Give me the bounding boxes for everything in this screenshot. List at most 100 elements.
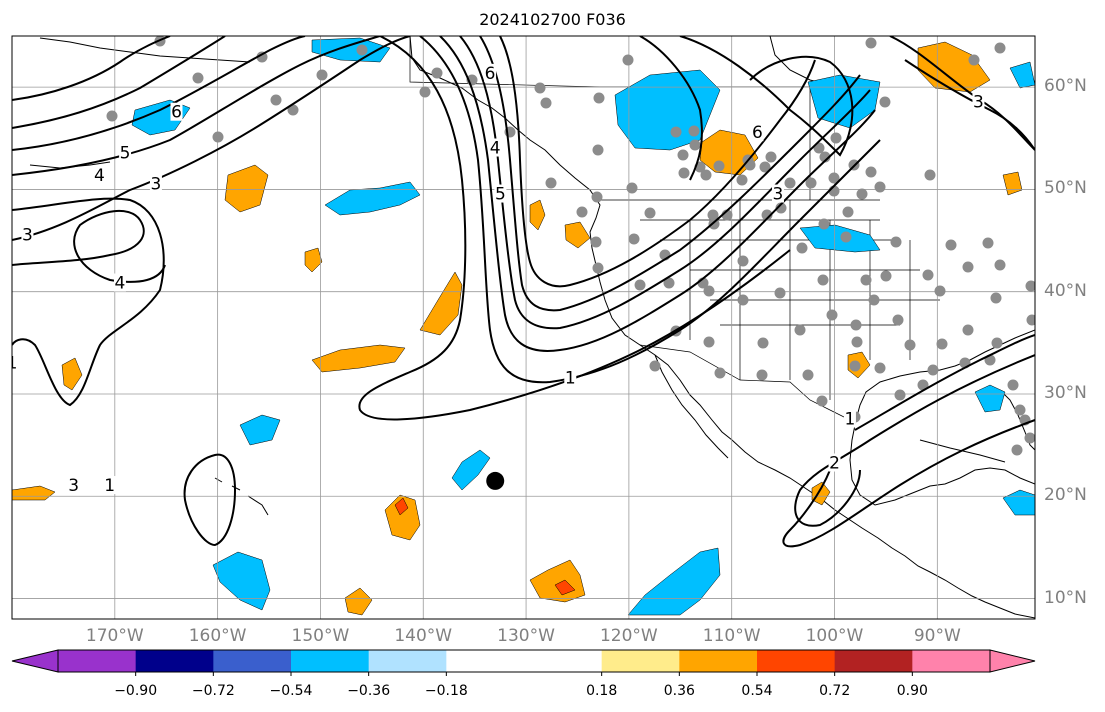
colorbar-tick-label: −0.72 [191,683,235,699]
shade-blue-7 [451,449,491,491]
station-dot [826,309,838,321]
ridge-east-4 [904,59,1035,151]
station-dot [842,206,854,218]
colorbar-extend-low [11,649,59,673]
station-dot [819,151,831,163]
station-dot [850,319,862,331]
longitude-label: 170°W [85,626,144,646]
station-dot [700,169,712,181]
colorbar-segment [368,650,447,672]
hawaii-islands [214,477,269,516]
colorbar-tick-label: 0.54 [741,683,773,699]
station-dot [868,294,880,306]
contour-west-5 [12,36,411,241]
station-dot [757,337,769,349]
colorbar-segment [58,650,137,672]
station-dot [860,274,872,286]
baja-coast [654,354,729,459]
latitude-label: 10°N [1044,587,1087,608]
contour-label-bg [494,184,507,203]
station-dot [1011,444,1023,456]
station-dot [708,218,720,230]
station-dot [759,161,771,173]
colorbar-tick-label: −0.54 [269,683,313,699]
contour-label-bg [170,102,183,121]
station-dot [287,104,299,116]
longitude-label: 140°W [394,626,453,646]
contour-west-3 [12,36,226,129]
station-dot [818,218,830,230]
colorbar-tick-label: −0.36 [347,683,391,699]
trough-outer [358,36,791,421]
station-dot [890,236,902,248]
station-dot [874,362,886,374]
contour-label: 5 [495,185,506,205]
station-dot [1026,314,1035,326]
station-dot [761,209,773,221]
station-dot [212,131,224,143]
station-dot [894,389,906,401]
station-dot [644,207,656,219]
shade-blue-1 [311,37,391,63]
colorbar-segment [213,650,292,672]
ridge-east-1 [639,36,703,181]
contour-label-bg [12,353,18,372]
station-dot [802,369,814,381]
station-dot [316,69,328,81]
shade-orange-13 [344,587,373,616]
ridge-east-2 [679,36,854,157]
station-dot [816,395,828,407]
station-dot [805,177,817,189]
position-marker [486,471,505,490]
contour-west-1 [12,36,381,176]
longitude-label: 130°W [497,626,555,646]
contour-label: 2 [829,454,840,474]
contour-label: 6 [752,123,763,143]
colorbar-segment [291,650,370,672]
station-dot [576,206,588,218]
station-dot [736,174,748,186]
station-dot [851,336,863,348]
anomaly-shading [12,37,1035,616]
station-dot [849,360,861,372]
trough-2 [439,36,876,352]
contour-label: 1 [565,369,576,389]
station-dot [737,294,749,306]
station-dot [945,239,957,251]
station-dot [994,42,1006,54]
station-dot [256,51,268,63]
contour-label-bg [103,476,116,495]
station-dot [794,324,806,336]
colorbar-segment [601,650,680,672]
longitude-label: 110°W [702,626,761,646]
shade-blue-8 [212,551,271,611]
shade-orange-14 [529,199,546,231]
colorbar [11,649,1036,676]
contour-label-bg [67,476,80,495]
contour-label: 1 [7,353,18,373]
station-dot [934,285,946,297]
station-dot [593,92,605,104]
station-dot [545,177,557,189]
contour-label-bg [113,273,126,292]
contour-label-bg [828,453,841,472]
station-dot [628,233,640,245]
station-dot [540,97,552,109]
station-dot [592,144,604,156]
shade-orange-9 [61,357,83,391]
latitude-label: 50°N [1044,178,1087,199]
longitude-label: 90°W [913,626,961,646]
station-dot [592,262,604,274]
station-dot [356,44,368,56]
station-dot [917,379,929,391]
station-dot [714,367,726,379]
station-dot [856,188,868,200]
station-dot [1014,404,1026,416]
station-dot [192,72,204,84]
shade-blue-6 [799,224,881,253]
shade-red-1 [394,497,409,516]
station-dot [677,149,689,161]
colorbar-segment [679,650,758,672]
contour-label-bg [149,174,162,193]
